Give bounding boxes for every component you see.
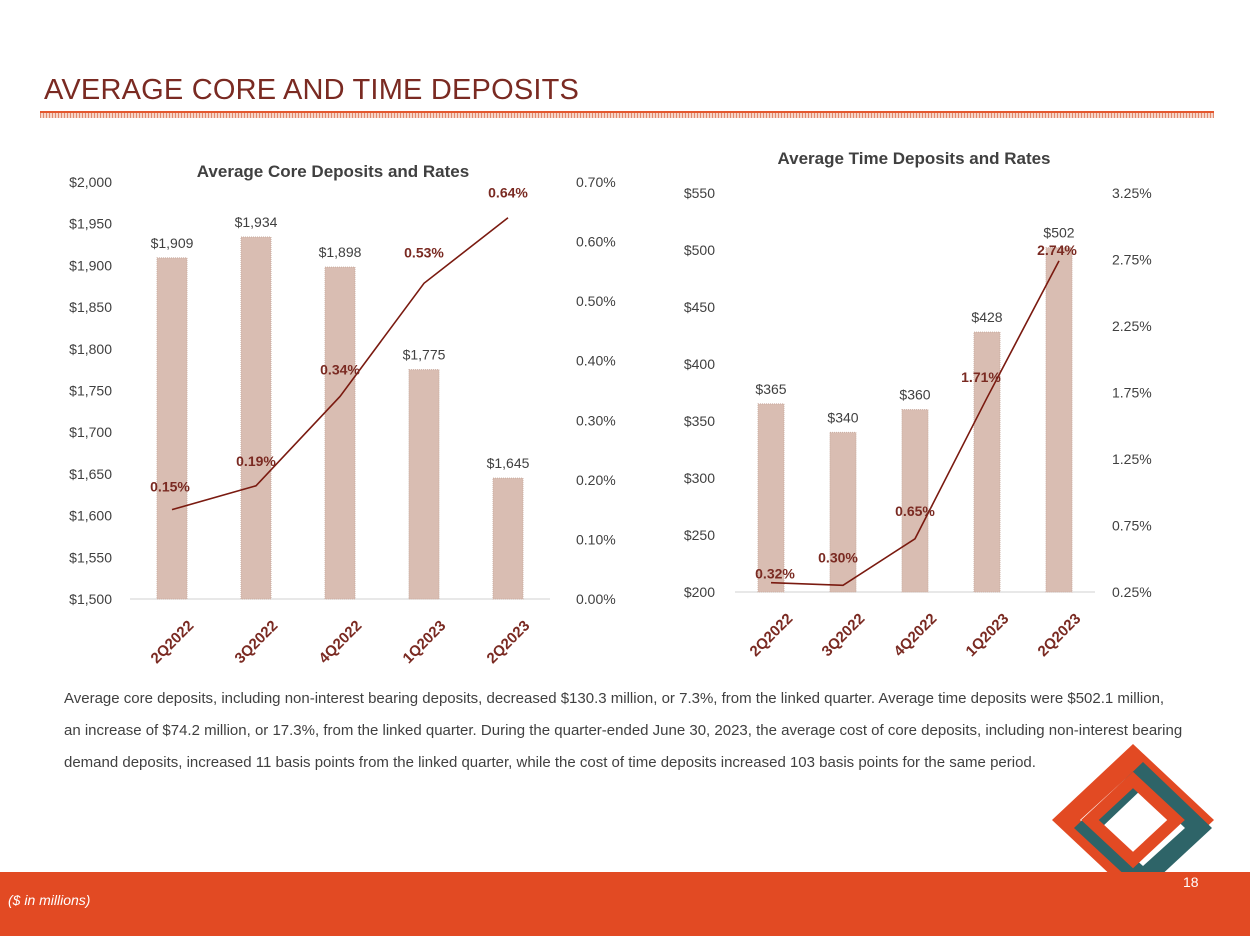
y2-axis-tick-label: 0.70% xyxy=(576,174,616,190)
bar-value-label: $502 xyxy=(1043,225,1074,241)
page-number: 18 xyxy=(1183,874,1199,890)
chart-title: Average Time Deposits and Rates xyxy=(777,149,1050,168)
bar-value-label: $360 xyxy=(899,387,930,403)
x-axis-category-label: 3Q2022 xyxy=(819,610,869,660)
bar xyxy=(973,331,1001,593)
y-axis-tick-label: $450 xyxy=(684,299,715,315)
x-axis-category-label: 2Q2022 xyxy=(747,610,797,660)
rate-data-label: 0.19% xyxy=(236,453,276,469)
y2-axis-tick-label: 0.20% xyxy=(576,472,616,488)
bar-value-label: $1,934 xyxy=(235,214,278,230)
y2-axis-tick-label: 0.40% xyxy=(576,353,616,369)
y-axis-tick-label: $250 xyxy=(684,527,715,543)
y-axis-tick-label: $1,750 xyxy=(69,383,112,399)
y-axis-tick-label: $1,950 xyxy=(69,216,112,232)
rate-line xyxy=(171,217,509,511)
bar-value-label: $428 xyxy=(971,309,1002,325)
y2-axis-tick-label: 0.50% xyxy=(576,293,616,309)
y-axis-tick-label: $550 xyxy=(684,185,715,201)
y-axis-tick-label: $200 xyxy=(684,584,715,600)
y2-axis-tick-label: 1.75% xyxy=(1112,385,1152,401)
bar-value-label: $1,645 xyxy=(487,455,530,471)
rate-data-label: 0.34% xyxy=(320,361,360,377)
rate-data-label: 1.71% xyxy=(961,369,1001,385)
rate-data-label: 0.15% xyxy=(150,479,190,495)
y2-axis-tick-label: 0.30% xyxy=(576,412,616,428)
bar-value-label: $1,775 xyxy=(403,347,446,363)
y-axis-tick-label: $350 xyxy=(684,413,715,429)
y2-axis-tick-label: 1.25% xyxy=(1112,451,1152,467)
x-axis-category-label: 2Q2023 xyxy=(1035,610,1085,660)
page-title: AVERAGE CORE AND TIME DEPOSITS xyxy=(44,74,580,106)
bar xyxy=(492,477,524,600)
y-axis-tick-label: $300 xyxy=(684,470,715,486)
bar xyxy=(156,257,188,600)
rate-data-label: 0.64% xyxy=(488,185,528,201)
bar xyxy=(829,431,857,593)
y-axis-tick-label: $1,550 xyxy=(69,549,112,565)
rate-line xyxy=(770,260,1060,587)
chart-title: Average Core Deposits and Rates xyxy=(197,162,469,181)
y2-axis-tick-label: 0.60% xyxy=(576,234,616,250)
y-axis-tick-label: $500 xyxy=(684,242,715,258)
rate-data-label: 0.53% xyxy=(404,244,444,260)
bar xyxy=(240,236,272,600)
rate-data-label: 0.32% xyxy=(755,566,795,582)
bar xyxy=(757,403,785,593)
rate-data-label: 2.74% xyxy=(1037,242,1077,258)
y2-axis-tick-label: 0.00% xyxy=(576,591,616,607)
y-axis-tick-label: $1,600 xyxy=(69,508,112,524)
bar xyxy=(324,266,356,600)
bar xyxy=(1045,247,1073,593)
y-axis-tick-label: $2,000 xyxy=(69,174,112,190)
bar-value-label: $365 xyxy=(755,381,786,397)
y-axis-tick-label: $1,700 xyxy=(69,424,112,440)
footer-bar: ($ in millions) 18 xyxy=(0,872,1250,936)
bar xyxy=(408,369,440,600)
x-axis-category-label: 1Q2023 xyxy=(963,610,1013,660)
y-axis-tick-label: $400 xyxy=(684,356,715,372)
bar-value-label: $1,909 xyxy=(151,235,194,251)
bar-value-label: $340 xyxy=(827,409,858,425)
y2-axis-tick-label: 0.10% xyxy=(576,531,616,547)
y-axis-tick-label: $1,650 xyxy=(69,466,112,482)
units-footnote: ($ in millions) xyxy=(8,892,91,908)
x-axis-category-label: 4Q2022 xyxy=(891,610,941,660)
y-axis-tick-label: $1,500 xyxy=(69,591,112,607)
y-axis-tick-label: $1,800 xyxy=(69,341,112,357)
title-divider xyxy=(40,111,1214,118)
rate-data-label: 0.30% xyxy=(818,549,858,565)
y2-axis-tick-label: 3.25% xyxy=(1112,185,1152,201)
bar-value-label: $1,898 xyxy=(319,244,362,260)
y2-axis-tick-label: 0.75% xyxy=(1112,518,1152,534)
rate-data-label: 0.65% xyxy=(895,503,935,519)
y-axis-tick-label: $1,900 xyxy=(69,257,112,273)
y-axis-tick-label: $1,850 xyxy=(69,299,112,315)
y2-axis-tick-label: 2.25% xyxy=(1112,318,1152,334)
bar xyxy=(901,409,929,593)
commentary-text: Average core deposits, including non-int… xyxy=(64,690,1183,771)
y2-axis-tick-label: 2.75% xyxy=(1112,252,1152,268)
company-logo xyxy=(1052,744,1214,896)
y2-axis-tick-label: 0.25% xyxy=(1112,584,1152,600)
